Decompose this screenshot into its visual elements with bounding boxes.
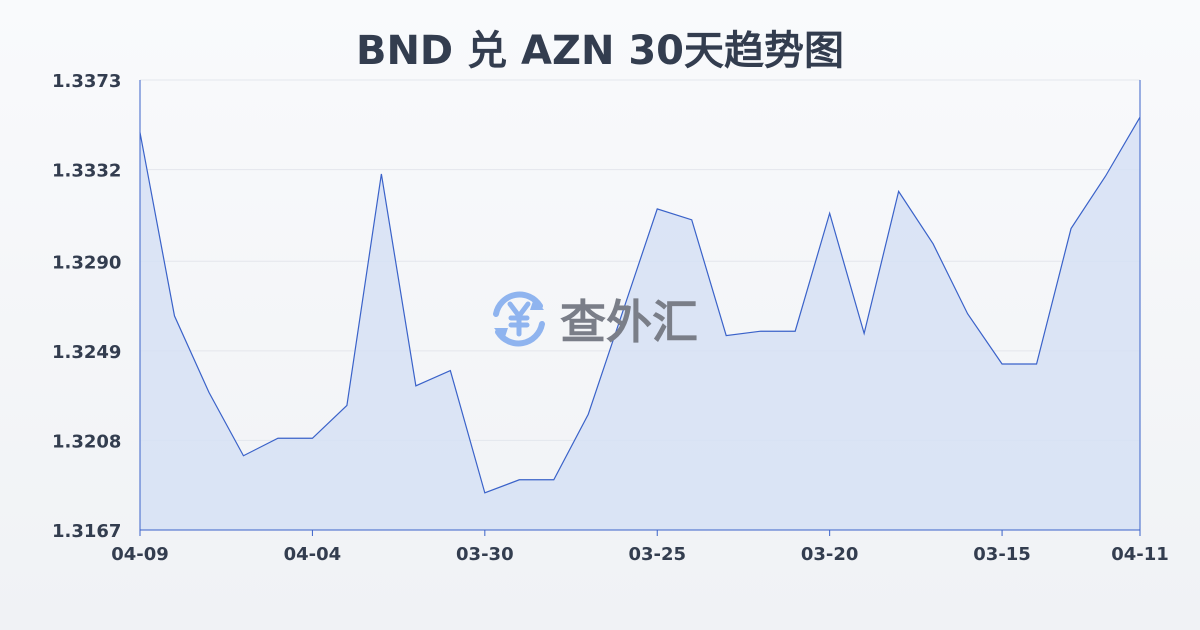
area-fill <box>140 117 1140 530</box>
y-tick-label: 1.3208 <box>52 431 121 452</box>
y-tick-label: 1.3249 <box>52 342 121 363</box>
yen-exchange-icon <box>493 291 545 347</box>
y-tick-label: 1.3373 <box>52 71 121 92</box>
chart-title: BND 兑 AZN 30天趋势图 <box>355 28 845 74</box>
x-tick-label: 03-20 <box>801 544 859 565</box>
y-tick-label: 1.3290 <box>52 252 121 273</box>
y-tick-label: 1.3332 <box>52 161 121 182</box>
x-tick-label: 04-11 <box>1111 544 1169 565</box>
x-tick-label: 04-09 <box>111 544 169 565</box>
x-tick-label: 03-30 <box>456 544 514 565</box>
series-line <box>139 116 1141 494</box>
y-tick-label: 1.3167 <box>52 521 121 542</box>
watermark: 查外汇 <box>488 286 698 352</box>
x-tick-label: 03-15 <box>973 544 1031 565</box>
watermark-text: 查外汇 <box>560 295 698 349</box>
x-tick-label: 04-04 <box>284 544 342 565</box>
x-tick-label: 03-25 <box>628 544 686 565</box>
